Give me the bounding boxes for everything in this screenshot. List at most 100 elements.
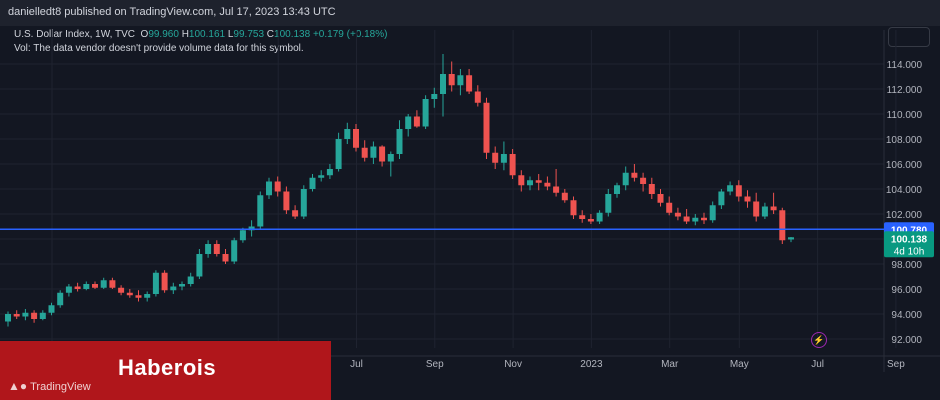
candle-body [622,172,629,186]
candle [179,281,185,291]
candle [587,214,594,224]
candle-body [666,202,673,213]
candle [361,140,368,162]
candle-body [92,284,98,288]
candle [83,281,90,291]
price-axis[interactable]: 92.00094.00096.00098.000100.000102.00010… [886,60,923,346]
open-value: 99.960 [148,29,179,40]
candle [631,164,638,182]
candle-body [266,181,272,196]
countdown-text: 4d 10h [894,246,925,257]
candle [500,141,507,171]
candle [239,227,246,243]
x-tick-label: Mar [661,359,679,370]
candle-body [274,181,281,192]
candle-body [753,201,760,217]
candle-body [353,129,359,148]
candle-body [179,284,185,287]
candle [561,189,568,203]
candle-body [587,219,594,222]
candle [544,176,551,191]
y-tick-label: 110.000 [887,110,923,121]
candle-body [48,305,55,313]
candle-body [118,287,125,293]
candle [326,164,333,179]
candle [31,310,38,323]
candle [387,151,394,177]
candle [144,291,151,302]
candle-body [231,240,238,262]
candle-body [74,286,81,289]
candle-body [318,175,325,178]
candle [57,290,64,308]
candle-body [126,292,133,296]
candle [718,189,725,209]
candle [648,177,655,199]
legend-row-ohlc: U.S. Dollar Index, 1W, TVC O99.960 H100.… [14,28,387,42]
candle-body [544,182,551,187]
candle-body [709,205,716,221]
candle [309,174,316,192]
candle-body [13,314,20,317]
candle-body [701,217,707,221]
candle-body [692,217,699,222]
candle [248,220,255,237]
candle [292,205,299,219]
candle-body [640,177,647,184]
candle [527,176,533,191]
candle [396,120,403,159]
candle [492,146,499,169]
candles [5,54,794,327]
candle-body [431,94,438,99]
candle-body [309,177,316,189]
candle [379,145,386,167]
candle-body [631,172,638,178]
last-price-text: 100.138 [891,234,928,245]
close-label: C [266,29,275,40]
candle-body [448,74,455,86]
symbol-name[interactable]: U.S. Dollar Index, 1W, TVC [14,29,135,40]
candle [744,190,751,208]
candle-body [326,169,333,176]
candle-body [257,195,264,227]
candle [274,176,281,197]
lightning-icon[interactable]: ⚡ [811,332,827,348]
candle [770,192,777,214]
candle [483,97,490,159]
candle [196,249,203,279]
y-tick-label: 104.000 [886,185,923,196]
candle-body [196,254,203,277]
chart-control-box[interactable] [888,27,930,47]
candle-body [370,146,377,158]
candle-body [561,192,568,201]
candle [370,141,377,164]
candle-body [605,194,612,213]
candle [109,277,116,289]
candle-body [5,314,11,322]
candle [614,182,620,198]
candle-body [379,146,386,162]
y-tick-label: 94.000 [891,310,922,321]
candle [622,166,629,191]
candle-body [405,116,412,129]
publish-info: danielledt8 published on TradingView.com… [8,6,336,18]
candle-body [239,230,246,241]
candle-body [614,185,620,194]
candle [135,290,142,302]
candle [13,310,20,319]
candle [222,249,229,264]
candle [753,192,760,222]
candle [640,172,647,192]
candle [100,277,107,289]
level-price-text: 100.780 [891,225,928,236]
candle [65,284,72,297]
candle [266,177,272,199]
candle-body [361,147,368,158]
candle-body [744,196,751,202]
candle [727,181,734,196]
candle [126,289,133,298]
candle [553,169,560,197]
candle-body [657,194,664,203]
candle [300,185,307,219]
